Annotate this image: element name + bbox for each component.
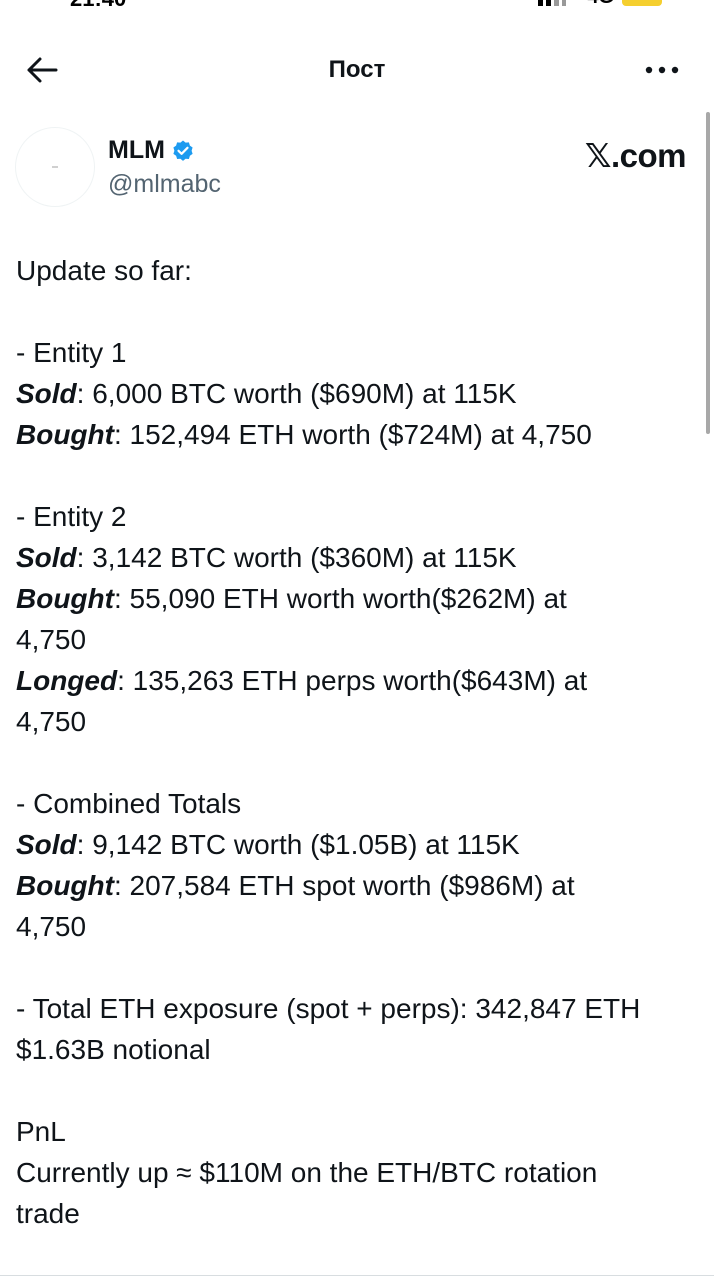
post-line-text: : 6,000 BTC worth ($690M) at 115K (76, 378, 517, 409)
post-line-text: : 3,142 BTC worth ($360M) at 115K (76, 542, 517, 573)
post-line-text: - Combined Totals (16, 788, 242, 819)
verified-badge-icon (173, 140, 193, 161)
divider (0, 1275, 714, 1276)
post-line-text: - Total ETH exposure (spot + perps): 342… (16, 993, 641, 1024)
post-line-text: - Entity 2 (16, 501, 127, 532)
post-line: 4,750 (16, 619, 696, 660)
post-line-text: 4,750 (16, 706, 87, 737)
post-line: Bought: 152,494 ETH worth ($724M) at 4,7… (16, 414, 696, 455)
status-bar: 21:40 4G (0, 0, 714, 10)
post-line: - Total ETH exposure (spot + perps): 342… (16, 988, 696, 1029)
avatar[interactable] (15, 127, 95, 207)
more-horizontal-icon (645, 66, 679, 74)
post-line-text: : 9,142 BTC worth ($1.05B) at 115K (76, 829, 520, 860)
post-line: trade (16, 1193, 696, 1234)
post-line-text: : 207,584 ETH spot worth ($986M) at (113, 870, 575, 901)
author-handle[interactable]: @mlmabc (108, 170, 221, 198)
post-line: Sold: 9,142 BTC worth ($1.05B) at 115K (16, 824, 696, 865)
post-line (16, 291, 696, 332)
post-line (16, 1070, 696, 1111)
post-line-text: : 135,263 ETH perps worth($643M) at (117, 665, 588, 696)
post-line: Currently up ≈ $110M on the ETH/BTC rota… (16, 1152, 696, 1193)
scrollbar[interactable] (706, 112, 710, 434)
post-line-text: $1.63B notional (16, 1034, 211, 1065)
post-line-text: 4,750 (16, 624, 87, 655)
post-line: - Entity 2 (16, 496, 696, 537)
post-line-label: Bought (16, 870, 114, 901)
post-line-label: Sold (16, 378, 77, 409)
post-line-text: : 152,494 ETH worth ($724M) at 4,750 (113, 419, 592, 450)
author-name[interactable]: MLM (108, 136, 165, 164)
post-line-text: : 55,090 ETH worth worth($262M) at (113, 583, 567, 614)
post-line: Bought: 55,090 ETH worth worth($262M) at (16, 578, 696, 619)
post-text: Update so far: - Entity 1 Sold: 6,000 BTC … (16, 250, 696, 1234)
post-line-text: 4,750 (16, 911, 87, 942)
post-line: - Entity 1 (16, 332, 696, 373)
x-brand-logo: 𝕏.com (584, 137, 687, 174)
post-line (16, 947, 696, 988)
post-line-label: Sold (16, 829, 77, 860)
post-line: 4,750 (16, 701, 696, 742)
network-indicator: 4G (587, 0, 614, 9)
back-button[interactable] (22, 52, 62, 88)
battery-icon (622, 0, 662, 6)
post-line (16, 742, 696, 783)
page-title: Пост (328, 56, 386, 83)
post-line-label: Sold (16, 542, 77, 573)
post-line-text: Update so far: (16, 255, 192, 286)
post-line-text: PnL (16, 1116, 66, 1147)
post-line-text: Currently up ≈ $110M on the ETH/BTC rota… (16, 1157, 598, 1188)
arrow-left-icon (27, 57, 58, 83)
post-line: Update so far: (16, 250, 696, 291)
post-line: Sold: 6,000 BTC worth ($690M) at 115K (16, 373, 696, 414)
status-time: 21:40 (70, 0, 126, 10)
post-line-label: Longed (16, 665, 118, 696)
post-line-label: Bought (16, 419, 114, 450)
post-line: - Combined Totals (16, 783, 696, 824)
post-line-label: Bought (16, 583, 114, 614)
author-name-row: MLM (108, 136, 195, 165)
post-line: 4,750 (16, 906, 696, 947)
post-line: $1.63B notional (16, 1029, 696, 1070)
post-line: Longed: 135,263 ETH perps worth($643M) a… (16, 660, 696, 701)
signal-icon (538, 0, 566, 6)
more-options-button[interactable] (642, 52, 682, 88)
post-line-text: trade (16, 1198, 80, 1229)
post-line (16, 455, 696, 496)
post-line: Bought: 207,584 ETH spot worth ($986M) a… (16, 865, 696, 906)
post-line-text: - Entity 1 (16, 337, 127, 368)
post-line: PnL (16, 1111, 696, 1152)
post-line: Sold: 3,142 BTC worth ($360M) at 115K (16, 537, 696, 578)
top-navigation-bar: Пост (0, 40, 714, 100)
